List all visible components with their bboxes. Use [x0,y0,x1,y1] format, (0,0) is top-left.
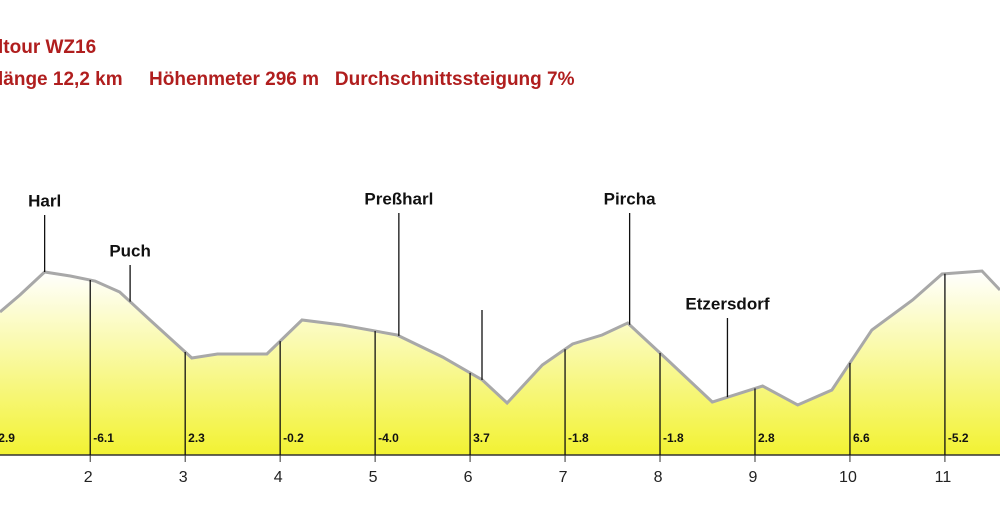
slope-label: -1.8 [663,431,684,445]
x-tick-label: 8 [654,469,663,486]
slope-label: -5.2 [948,431,969,445]
slope-label: 6.6 [853,431,870,445]
chart-subtitle: länge 12,2 km Höhenmeter 296 m Durchschn… [0,69,575,90]
slope-label: 2.3 [188,431,205,445]
place-label: Etzersdorf [685,294,769,313]
place-label: Pircha [604,189,657,208]
slope-label: -6.1 [93,431,114,445]
place-label: Preßharl [364,189,433,208]
profile-line [0,269,1000,407]
slope-label: 2.9 [0,431,15,445]
slope-label: -0.2 [283,431,304,445]
x-tick-label: 6 [464,469,473,486]
chart-title: ltour WZ16 [0,37,96,58]
x-tick-label: 11 [935,469,952,486]
place-label: Puch [109,241,151,260]
slope-label: 3.7 [473,431,490,445]
x-tick-label: 10 [839,469,857,486]
x-tick-label: 2 [84,469,93,486]
slope-label: -4.0 [378,431,399,445]
x-tick-label: 5 [369,469,378,486]
x-tick-label: 7 [559,469,568,486]
x-tick-label: 4 [274,469,283,486]
area-fill [0,271,1000,455]
x-tick-label: 9 [749,469,758,486]
place-label: Harl [28,191,61,210]
slope-label: -1.8 [568,431,589,445]
slope-label: 2.8 [758,431,775,445]
x-tick-label: 3 [179,469,188,486]
